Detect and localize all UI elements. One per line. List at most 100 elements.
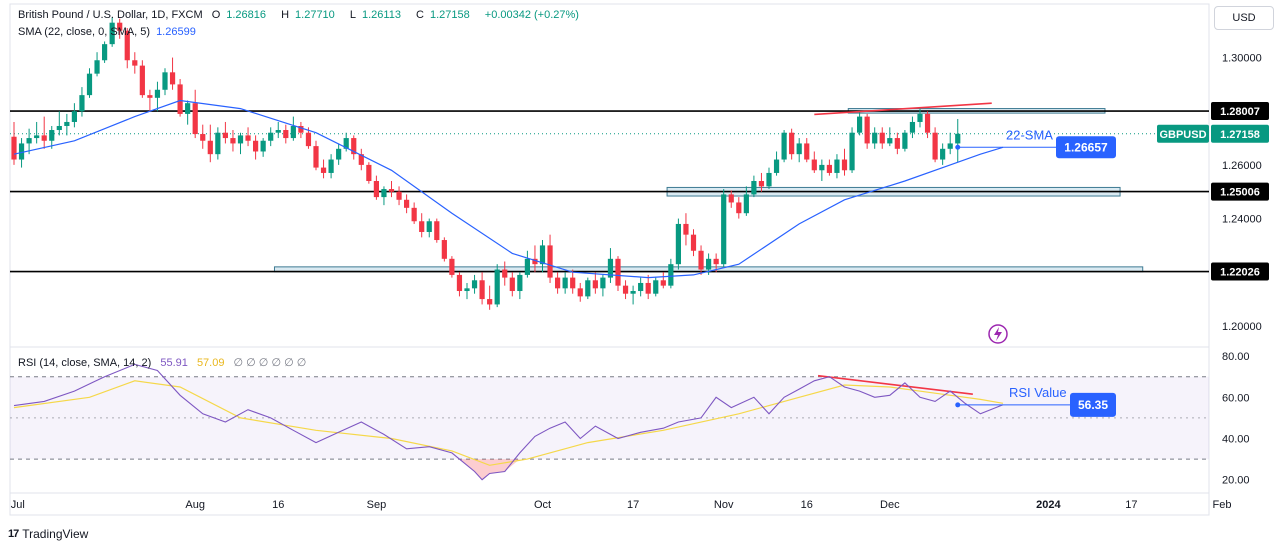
candle-body — [358, 154, 364, 165]
candle-body — [124, 30, 130, 61]
candle-body — [109, 22, 115, 45]
tradingview-logo[interactable]: 17 TradingView — [8, 527, 88, 541]
candle-body — [139, 65, 145, 96]
candle-body — [343, 138, 349, 149]
candle-body — [849, 132, 855, 171]
candle-body — [615, 258, 621, 286]
candle-body — [789, 132, 795, 155]
candle-body — [169, 72, 176, 85]
candle-body — [879, 132, 885, 144]
time-tick-label: Jul — [11, 499, 25, 511]
candle-body — [728, 194, 734, 203]
candle-body — [494, 269, 500, 305]
candle-body — [653, 280, 659, 294]
candle-body — [524, 258, 530, 275]
candle-body — [721, 194, 727, 265]
high-value: 1.27710 — [295, 9, 335, 21]
candle-body — [600, 277, 606, 289]
candle-body — [577, 288, 583, 297]
candle-body — [887, 138, 893, 144]
candle-body — [592, 280, 598, 289]
candle-body — [902, 132, 908, 149]
rsi-legend-extra: ∅ ∅ ∅ ∅ ∅ ∅ — [233, 357, 307, 369]
candle-body — [86, 73, 93, 96]
candle-body — [94, 60, 100, 74]
candle-body — [268, 132, 274, 141]
candle-body — [668, 264, 674, 286]
time-tick-label: 16 — [801, 499, 813, 511]
candle-body — [819, 164, 825, 171]
candle-body — [434, 221, 440, 241]
candle-body — [34, 135, 40, 139]
candle-body — [305, 132, 312, 147]
candle-body — [154, 89, 161, 98]
rsi-tick-label: 20.00 — [1222, 475, 1250, 487]
candle-body — [162, 72, 168, 90]
rsi-value-badge-bg — [1070, 392, 1116, 417]
rsi-legend[interactable]: RSI (14, close, SMA, 14, 2) 55.91 57.09 … — [18, 356, 312, 369]
candle-body — [313, 146, 319, 168]
candle-body — [366, 164, 372, 181]
candle-body — [638, 282, 644, 292]
symbol-tag: GBPUSD — [1159, 129, 1206, 141]
rsi-annotation-text: RSI Value — [1009, 385, 1067, 400]
rsi-ma-line — [13, 380, 1004, 466]
time-tick-label: Dec — [880, 499, 900, 511]
candle-body — [336, 148, 342, 160]
candle-body — [404, 199, 410, 208]
candle-body — [766, 172, 772, 187]
candle-body — [419, 221, 425, 232]
sma-annotation-text: 22-SMA — [1006, 127, 1053, 142]
candle-body — [917, 113, 923, 122]
candle-body — [555, 277, 561, 289]
price-tick-label: 1.20000 — [1222, 321, 1262, 333]
level-price-label: 1.22026 — [1220, 267, 1260, 279]
last-price-label: 1.27158 — [1220, 129, 1260, 141]
time-axis-ticks: Jul Aug 16 Sep Oct 17 Nov 16 Dec 2024 17 Feb — [11, 499, 1232, 511]
candle-body — [570, 277, 576, 289]
candle-body — [471, 280, 478, 289]
candle-body — [690, 234, 697, 251]
price-tick-label: 1.30000 — [1222, 53, 1262, 65]
close-label: C — [416, 9, 424, 21]
candle-body — [532, 258, 538, 265]
candle-body — [41, 135, 47, 141]
symbol-title: British Pound / U.S. Dollar, 1D, FXCM — [18, 9, 203, 21]
candle-body — [479, 280, 485, 300]
candle-body — [177, 84, 183, 114]
candle-body — [562, 277, 568, 289]
time-tick-label: Oct — [534, 499, 551, 511]
time-tick-label: Sep — [367, 499, 387, 511]
sma-22-line — [13, 99, 1004, 279]
candle-body — [630, 291, 636, 294]
rsi-tick-label: 60.00 — [1222, 392, 1250, 404]
rsi-line — [13, 363, 1004, 481]
time-tick-label: 2024 — [1036, 499, 1061, 511]
rsi-legend-value: 55.91 — [160, 357, 188, 369]
candle-body — [751, 181, 757, 195]
trend-annotations — [814, 102, 992, 396]
candle-body — [736, 202, 742, 214]
currency-button[interactable]: USD — [1214, 6, 1274, 30]
candle-body — [11, 136, 17, 160]
candle-body — [290, 125, 296, 139]
time-tick-label: 17 — [1125, 499, 1137, 511]
sma-value-badge: 1.26657 — [1064, 140, 1108, 154]
sma-legend[interactable]: SMA (22, close, 0, SMA, 5) 1.26599 — [18, 26, 202, 38]
candle-body — [117, 22, 123, 31]
candle-body — [857, 116, 863, 133]
sma-value-badge-bg — [1056, 136, 1116, 159]
symbol-tag-bg — [1157, 124, 1209, 143]
candle-body — [940, 148, 946, 160]
time-tick-label: Feb — [1213, 499, 1232, 511]
candle-body — [909, 121, 916, 133]
candle-body — [675, 223, 681, 265]
rsi-axis-ticks: 80.00 60.00 40.00 20.00 — [1222, 351, 1250, 487]
lightning-icon[interactable] — [988, 324, 1008, 344]
candle-body — [660, 280, 666, 286]
candle-body — [230, 138, 236, 144]
candle-body — [373, 181, 379, 198]
candle-body — [298, 125, 304, 133]
candle-body — [49, 130, 55, 141]
